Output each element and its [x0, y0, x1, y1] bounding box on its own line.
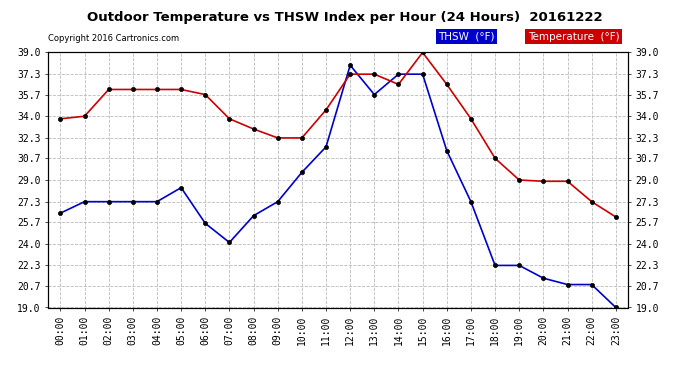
Text: Outdoor Temperature vs THSW Index per Hour (24 Hours)  20161222: Outdoor Temperature vs THSW Index per Ho…	[87, 11, 603, 24]
Text: Copyright 2016 Cartronics.com: Copyright 2016 Cartronics.com	[48, 34, 179, 43]
Text: Temperature  (°F): Temperature (°F)	[528, 32, 620, 42]
Text: THSW  (°F): THSW (°F)	[438, 32, 495, 42]
